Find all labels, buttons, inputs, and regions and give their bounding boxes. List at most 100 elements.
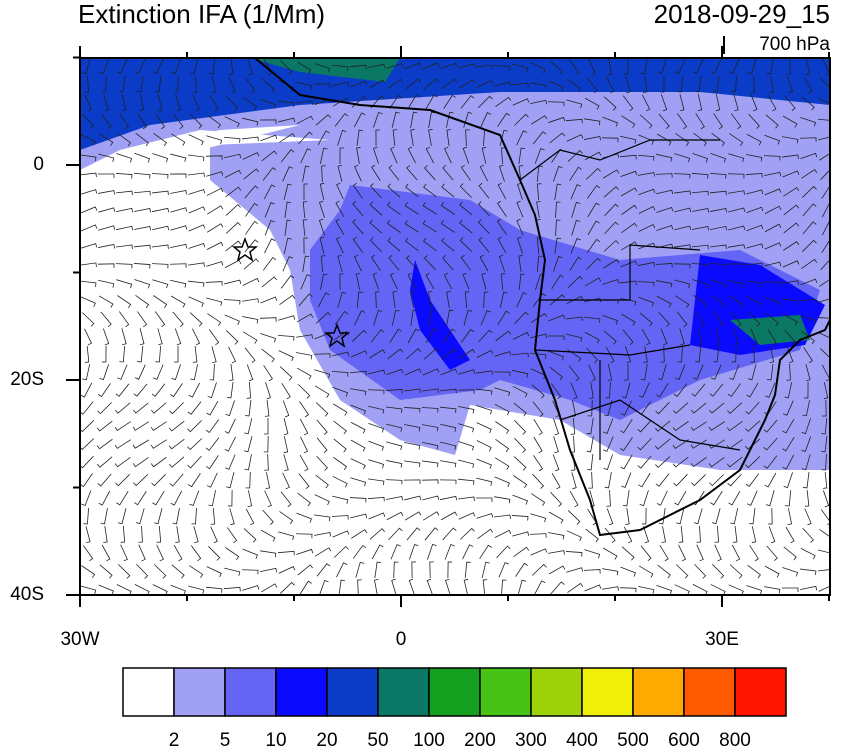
wind-barb bbox=[728, 207, 746, 213]
wind-barb bbox=[352, 545, 367, 559]
wind-barb bbox=[169, 263, 187, 268]
wind-barb bbox=[691, 263, 709, 269]
wind-barb bbox=[584, 332, 600, 344]
wind-barb bbox=[244, 77, 256, 94]
wind-barb bbox=[352, 219, 364, 235]
wind-barb bbox=[241, 569, 259, 575]
wind-barb bbox=[80, 262, 97, 267]
wind-barb bbox=[440, 423, 457, 432]
wind-barb bbox=[206, 187, 224, 196]
wind-barb bbox=[225, 330, 239, 345]
wind-barb bbox=[385, 479, 403, 485]
wind-barb bbox=[261, 348, 275, 363]
wind-barb bbox=[174, 328, 182, 346]
wind-barb bbox=[620, 135, 637, 144]
wind-barb bbox=[98, 225, 116, 231]
wind-barb bbox=[188, 262, 205, 267]
wind-barb bbox=[764, 297, 781, 307]
wind-barb bbox=[782, 136, 799, 144]
wind-barb bbox=[518, 165, 524, 182]
wind-barb bbox=[189, 490, 200, 507]
wind-barb bbox=[206, 400, 219, 416]
wind-barb bbox=[210, 507, 216, 525]
wind-barb bbox=[260, 567, 278, 573]
wind-barb bbox=[495, 421, 510, 435]
wind-barb bbox=[313, 83, 331, 89]
colorbar-box bbox=[428, 667, 481, 717]
wind-barb bbox=[569, 256, 582, 272]
wind-barb bbox=[550, 383, 562, 400]
wind-barb bbox=[713, 345, 720, 363]
wind-barb bbox=[802, 239, 817, 252]
wind-barb bbox=[638, 223, 656, 232]
wind-barb bbox=[173, 544, 183, 562]
wind-barb bbox=[386, 406, 403, 414]
wind-barb bbox=[566, 333, 583, 342]
wind-barb bbox=[708, 402, 725, 414]
wind-barb bbox=[763, 455, 778, 469]
wind-barb bbox=[97, 383, 111, 398]
wind-barb bbox=[121, 328, 127, 346]
wind-barb bbox=[169, 456, 185, 468]
wind-barb bbox=[587, 454, 594, 471]
wind-barb bbox=[603, 454, 613, 471]
wind-barbs bbox=[80, 58, 830, 595]
wind-barb bbox=[749, 545, 759, 562]
wind-barb bbox=[187, 420, 202, 433]
wind-barb bbox=[445, 578, 451, 595]
wind-barb bbox=[601, 137, 619, 143]
wind-barb bbox=[440, 406, 457, 413]
wind-barb bbox=[570, 184, 581, 200]
wind-barb bbox=[764, 261, 782, 267]
wind-barb bbox=[242, 331, 258, 344]
wind-barb bbox=[406, 165, 418, 181]
wind-barb bbox=[335, 200, 345, 218]
wind-barb bbox=[298, 293, 313, 307]
wind-barb bbox=[332, 97, 350, 107]
wind-barb bbox=[566, 295, 584, 304]
wind-barb bbox=[245, 202, 259, 217]
wind-barb bbox=[637, 437, 652, 451]
wind-barb bbox=[746, 243, 764, 249]
wind-barb bbox=[390, 146, 398, 164]
wind-barb bbox=[100, 113, 112, 130]
wind-barb bbox=[641, 507, 647, 525]
wind-barb bbox=[135, 295, 150, 309]
wind-barb bbox=[782, 418, 795, 434]
wind-barb bbox=[548, 532, 565, 540]
wind-barb bbox=[551, 472, 561, 490]
wind-barb bbox=[369, 237, 382, 253]
wind-barb bbox=[712, 76, 720, 93]
wind-barb bbox=[331, 515, 349, 520]
wind-barb bbox=[120, 525, 126, 543]
wind-barb bbox=[672, 421, 689, 432]
wind-barb bbox=[207, 114, 222, 129]
wind-barb bbox=[282, 166, 294, 182]
wind-barb bbox=[333, 457, 348, 471]
wind-barb bbox=[225, 547, 240, 561]
wind-barb bbox=[224, 567, 241, 576]
wind-barb bbox=[428, 309, 436, 326]
wind-barb bbox=[319, 579, 329, 595]
wind-barb bbox=[567, 510, 581, 525]
wind-barb bbox=[800, 585, 818, 591]
colorbar-box bbox=[734, 667, 787, 717]
wind-barb bbox=[246, 364, 254, 382]
wind-barb bbox=[83, 507, 89, 525]
wind-barb bbox=[300, 436, 309, 454]
wind-barb bbox=[728, 490, 741, 506]
wind-barb bbox=[155, 113, 166, 130]
wind-barb bbox=[459, 348, 476, 359]
wind-barb bbox=[496, 200, 507, 217]
wind-barb bbox=[116, 244, 133, 250]
wind-barb bbox=[675, 133, 690, 147]
wind-barb bbox=[333, 545, 349, 558]
wind-barb bbox=[260, 98, 277, 109]
wind-barb bbox=[690, 439, 708, 449]
wind-barb bbox=[476, 477, 493, 486]
wind-barb bbox=[335, 310, 349, 325]
wind-barb bbox=[481, 561, 490, 578]
wind-barb bbox=[531, 384, 545, 399]
wind-barb bbox=[799, 137, 817, 142]
wind-barb bbox=[518, 273, 525, 290]
